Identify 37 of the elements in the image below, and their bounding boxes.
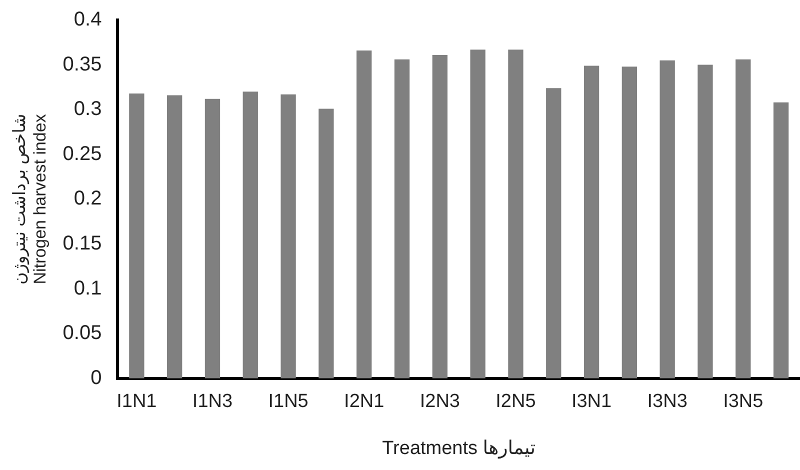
bar [129,93,144,378]
x-tick-label: I3N3 [647,391,688,412]
x-tick-label: I1N3 [192,391,233,412]
x-tick-label: I3N1 [571,391,612,412]
bar [394,59,410,378]
bar [432,54,448,378]
x-tick-label: I3N5 [723,391,764,412]
bar [242,92,258,378]
y-tick-label: 0.15 [62,232,102,255]
y-tick-label: 0.4 [74,8,102,31]
bar [356,50,372,378]
x-axis-title: Treatments تیمارها [382,438,536,459]
y-tick-label: 0.25 [62,142,102,165]
x-tick-label: I2N3 [420,391,460,412]
bar [622,66,638,378]
bar [660,60,675,378]
x-tick-label: I1N1 [116,391,157,412]
bar [773,102,789,378]
y-tick-label: 0 [90,366,102,389]
bar [280,94,296,378]
y-tick-label: 0.2 [74,188,102,210]
x-tick-label: I2N5 [496,391,536,412]
x-tick-label: I1N5 [268,391,308,412]
bar [584,66,600,378]
bar [736,59,751,378]
bar [204,98,220,378]
y-tick-label: 0.35 [62,53,102,76]
y-tick-label: 0.05 [62,322,102,344]
bar [318,108,334,378]
y-tick-label: 0.1 [74,277,102,300]
bar [470,50,486,378]
bar [167,95,182,378]
bar [698,64,713,378]
y-tick-label: 0.3 [74,98,102,120]
bar [546,88,562,378]
x-tick-label: I2N1 [344,391,384,412]
bar [508,50,524,378]
